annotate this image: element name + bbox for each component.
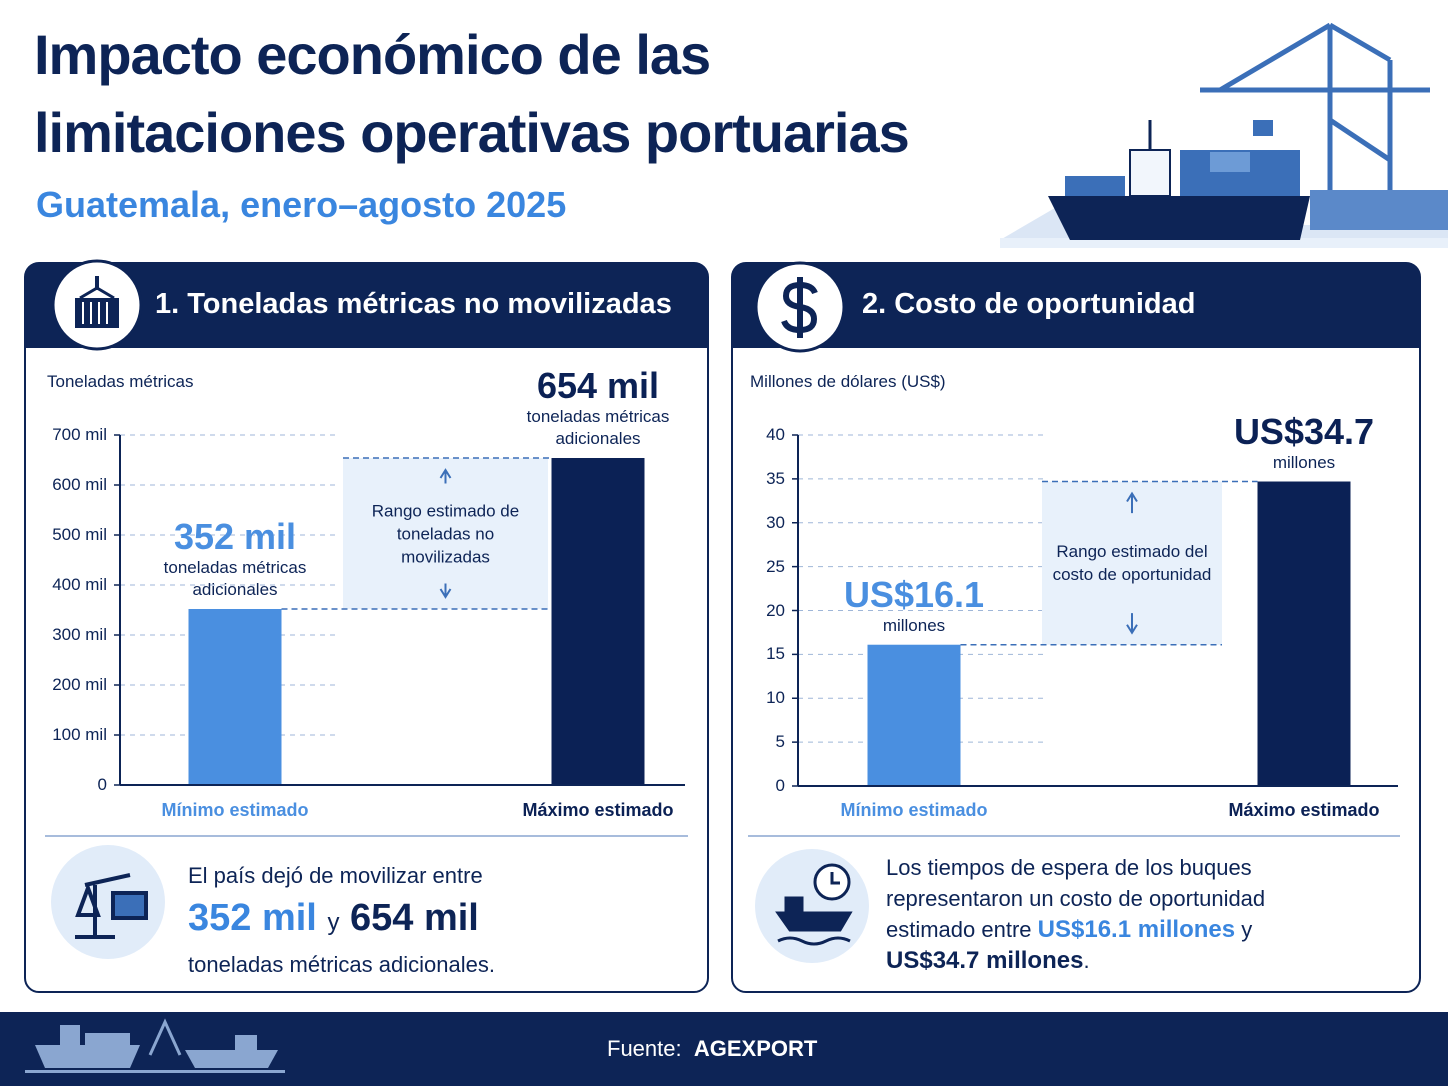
summary-end: . bbox=[1083, 948, 1090, 973]
range-label: Rango estimado de toneladas no movilizad… bbox=[371, 501, 520, 566]
scale-icon bbox=[75, 873, 148, 939]
summary-range: 352 mil y 654 mil bbox=[188, 892, 668, 949]
y-tick-label: 100 mil bbox=[52, 725, 107, 744]
value-sublabel: toneladas métricas adicionales bbox=[526, 407, 670, 448]
summary-end: toneladas métricas adicionales. bbox=[188, 952, 495, 977]
subtitle: Guatemala, enero–agosto 2025 bbox=[36, 184, 567, 225]
panel-header bbox=[732, 263, 1420, 348]
range-arrow bbox=[439, 583, 452, 599]
value-label-text: US$16.1 bbox=[843, 573, 985, 615]
summary-text: Los tiempos de espera de los buques repr… bbox=[886, 855, 1266, 942]
value-label-text: US$34.7 bbox=[1233, 410, 1375, 452]
value-label-text: 654 mil bbox=[536, 365, 660, 406]
summary-joiner: y bbox=[1241, 917, 1253, 942]
y-tick-label: 200 mil bbox=[52, 675, 107, 694]
y-tick-label: 0 bbox=[97, 775, 107, 794]
summary-max: US$34.7 millones bbox=[886, 947, 1084, 974]
panel-title: 1. Toneladas métricas no movilizadas bbox=[155, 288, 672, 320]
y-tick-label: 5 bbox=[775, 732, 785, 752]
ship-clock-icon bbox=[775, 863, 853, 946]
value-label: 654 mil toneladas métricas adicionales bbox=[498, 366, 698, 450]
container-icon bbox=[75, 276, 119, 328]
summary: Los tiempos de espera de los buques repr… bbox=[886, 852, 1316, 976]
value-label: US$34.7 millones bbox=[1204, 410, 1404, 474]
value-label: US$16.1 millones bbox=[814, 573, 1014, 637]
summary-icon bbox=[51, 845, 165, 959]
footer: Fuente: AGEXPORT bbox=[607, 1036, 817, 1062]
y-tick-label: 500 mil bbox=[52, 525, 107, 544]
bar bbox=[867, 644, 961, 786]
footer-ships bbox=[25, 1018, 285, 1073]
footer-label: Fuente: bbox=[607, 1036, 682, 1061]
y-tick-label: 300 mil bbox=[52, 625, 107, 644]
value-sublabel: millones bbox=[882, 615, 946, 635]
range-arrow bbox=[1126, 613, 1138, 635]
value-sublabel: millones bbox=[1272, 452, 1336, 472]
summary-text: El país dejó de movilizar entre bbox=[188, 863, 483, 888]
range-arrow bbox=[1126, 491, 1138, 514]
y-axis-label: Toneladas métricas bbox=[47, 372, 194, 391]
range-arrow bbox=[439, 468, 452, 484]
summary-min: US$16.1 millones bbox=[1037, 916, 1236, 943]
summary-icon bbox=[755, 849, 869, 963]
value-label: 352 mil toneladas métricas adicionales bbox=[135, 517, 335, 601]
summary-min: 352 mil bbox=[188, 897, 317, 939]
y-tick-label: 700 mil bbox=[52, 425, 107, 444]
summary: El país dejó de movilizar entre 352 mil … bbox=[188, 860, 668, 981]
y-tick-label: 30 bbox=[766, 512, 785, 532]
port-illustration bbox=[1000, 22, 1448, 248]
footer-source: AGEXPORT bbox=[693, 1036, 818, 1061]
y-tick-label: 15 bbox=[766, 644, 785, 664]
x-tick-label: Mínimo estimado bbox=[840, 800, 988, 820]
title: limitaciones operativas portuarias bbox=[34, 101, 910, 164]
bar bbox=[1257, 481, 1351, 786]
x-tick-label: Máximo estimado bbox=[522, 800, 674, 820]
bar bbox=[551, 458, 645, 785]
x-tick-label: Máximo estimado bbox=[1228, 800, 1380, 820]
y-axis-label: Millones de dólares (US$) bbox=[750, 372, 946, 391]
y-tick-label: 20 bbox=[766, 600, 785, 620]
title: Impacto económico de las bbox=[34, 23, 711, 86]
y-tick-label: 40 bbox=[766, 425, 785, 444]
y-tick-label: 35 bbox=[766, 468, 785, 488]
value-sublabel: toneladas métricas adicionales bbox=[163, 558, 307, 599]
dollar-icon bbox=[781, 277, 818, 338]
y-tick-label: 600 mil bbox=[52, 475, 107, 494]
range-label: Rango estimado del costo de oportunidad bbox=[1052, 542, 1212, 585]
bar bbox=[188, 609, 282, 785]
panel-title: 2. Costo de oportunidad bbox=[862, 288, 1196, 320]
y-tick-label: 0 bbox=[775, 776, 785, 795]
y-tick-label: 10 bbox=[766, 688, 785, 708]
x-tick-label: Mínimo estimado bbox=[161, 800, 309, 820]
value-label-text: 352 mil bbox=[173, 516, 297, 557]
summary-max: 654 mil bbox=[350, 897, 479, 939]
summary-joiner: y bbox=[327, 909, 340, 936]
panel-header bbox=[25, 263, 708, 348]
y-tick-label: 400 mil bbox=[52, 575, 107, 594]
y-tick-label: 25 bbox=[766, 556, 785, 576]
